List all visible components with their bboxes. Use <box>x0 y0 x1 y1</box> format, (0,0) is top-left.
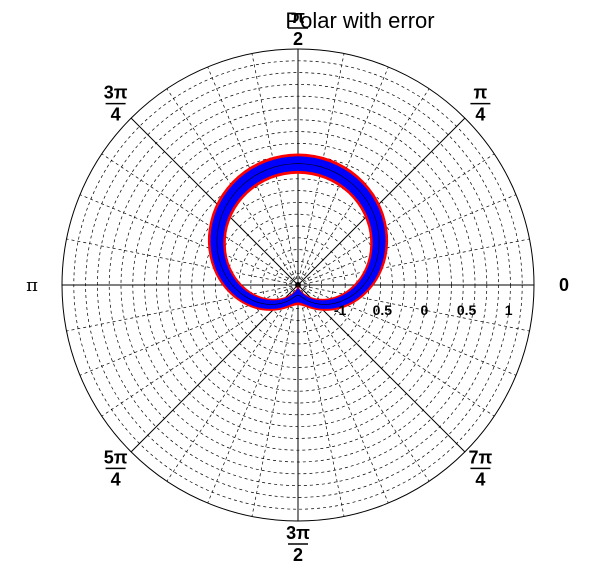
angle-label-numerator: 3π <box>104 83 128 103</box>
angle-label-denominator: 4 <box>475 469 485 489</box>
grid-spoke <box>208 285 298 503</box>
radial-tick-label: 0.5 <box>373 302 393 318</box>
radial-tick-label: 0 <box>421 302 429 318</box>
angle-label-a7: 7π4 <box>469 447 493 489</box>
radial-tick-label: 0.5 <box>457 302 477 318</box>
angle-label-numerator: 3π <box>286 523 310 543</box>
grid-spoke <box>298 239 529 285</box>
grid-spoke <box>298 195 516 285</box>
angle-label-denominator: 2 <box>293 545 303 565</box>
angle-label-denominator: 4 <box>111 105 121 125</box>
angle-label-a0: 0 <box>559 275 569 295</box>
angle-label-text: π <box>26 275 38 296</box>
angle-label-numerator: π <box>474 83 488 103</box>
grid-spoke <box>80 195 298 285</box>
angle-label-numerator: π <box>291 7 305 27</box>
angle-label-denominator: 4 <box>475 105 485 125</box>
angle-label-a6: 3π2 <box>286 523 310 565</box>
angle-label-denominator: 2 <box>293 29 303 49</box>
grid-spoke <box>67 239 298 285</box>
angle-label-numerator: 7π <box>469 447 493 467</box>
angle-label-a1: π4 <box>470 83 490 125</box>
chart-title: Polar with error <box>285 8 434 33</box>
angle-label-a4: π <box>26 275 38 296</box>
radial-tick-label: -1 <box>334 302 347 318</box>
angle-label-numerator: 5π <box>104 447 128 467</box>
angle-label-a5: 5π4 <box>104 447 128 489</box>
radial-tick-label: 1 <box>505 302 513 318</box>
angle-label-denominator: 4 <box>111 469 121 489</box>
angle-label-a3: 3π4 <box>104 83 128 125</box>
angle-label-text: 0 <box>559 275 569 295</box>
